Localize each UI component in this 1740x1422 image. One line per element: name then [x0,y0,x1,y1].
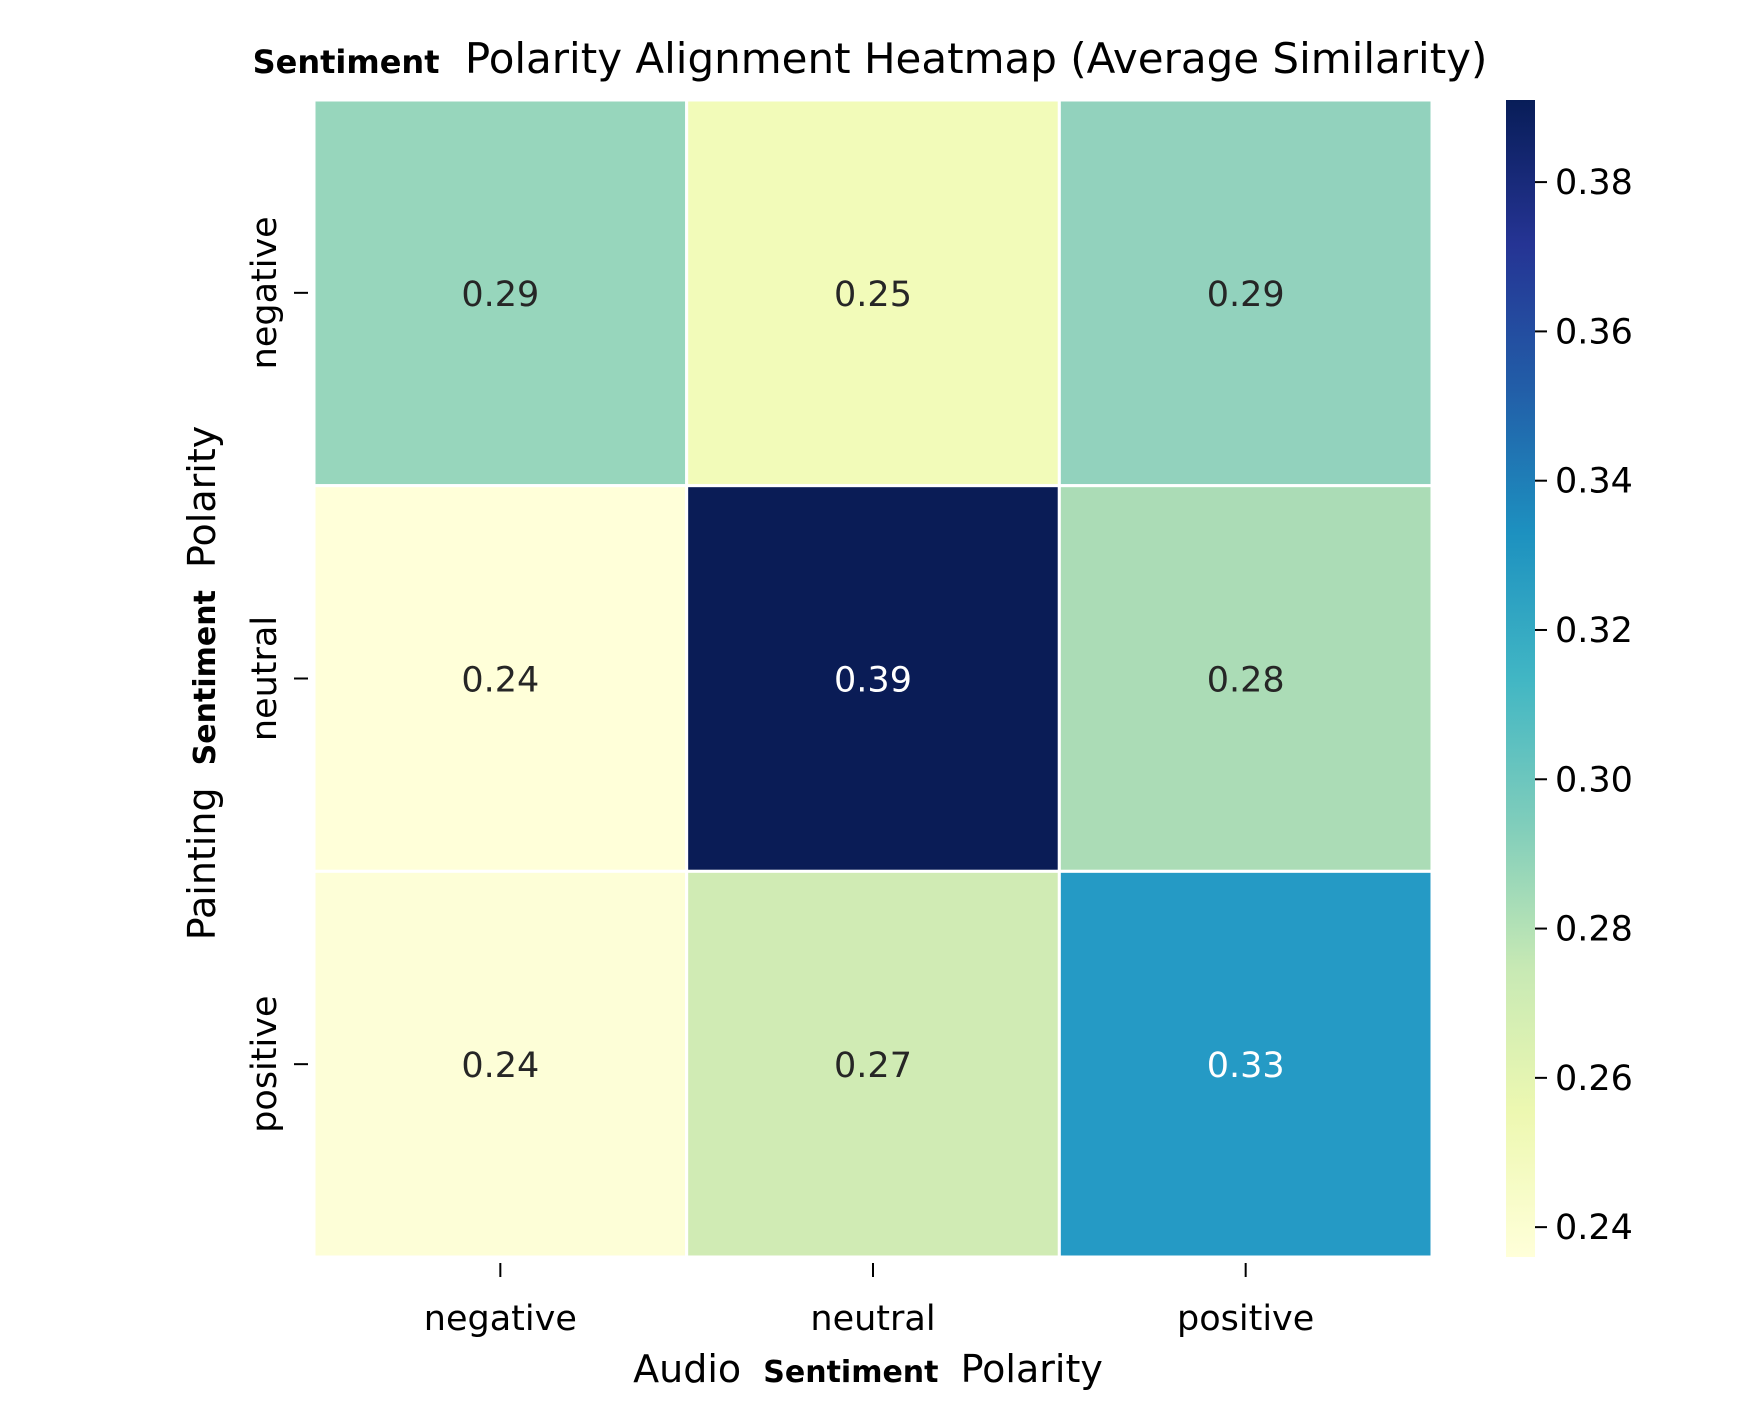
heatmap-cell [685,484,1061,873]
heatmap-cell [312,98,689,488]
x-axis-label-bold: Sentiment [763,1355,938,1390]
chart-title: Sentiment Polarity Alignment Heatmap (Av… [253,34,1488,83]
y-axis-label: Painting Sentiment Polarity [180,426,224,940]
heatmap-cell [312,869,689,1259]
heatmap-cell [685,869,1061,1259]
cell-annotations: 0.29 0.25 0.29 0.24 0.39 0.28 0.24 0.27 0.33 [461,275,1284,1086]
heatmap-cell [685,98,1061,488]
cell-value-label: 0.24 [461,661,539,701]
heatmap-cells [312,98,1434,1259]
x-axis-label-prefix: Audio [633,1347,741,1391]
y-tick-label: neutral [245,616,285,741]
y-axis-ticks: negative neutral positive [245,216,308,1133]
cell-value-label: 0.29 [461,275,539,315]
x-axis-label-suffix: Polarity [961,1347,1103,1391]
cell-value-label: 0.28 [1207,661,1285,701]
cell-value-label: 0.33 [1207,1046,1285,1086]
y-tick-label: negative [245,216,285,369]
colorbar-tick-label: 0.32 [1555,611,1633,651]
cell-value-label: 0.25 [834,275,912,315]
heatmap-cell [1057,484,1434,873]
cell-value-label: 0.24 [461,1046,539,1086]
x-tick-label: negative [424,1299,577,1339]
cell-value-label: 0.27 [834,1046,912,1086]
x-axis-label: Audio Sentiment Polarity [633,1347,1103,1391]
heatmap-cell [312,484,689,873]
colorbar-tick-label: 0.24 [1555,1208,1633,1248]
x-tick-label: positive [1177,1299,1314,1339]
colorbar-tick-label: 0.26 [1555,1059,1633,1099]
y-tick-label: positive [245,996,285,1133]
cell-value-label: 0.29 [1207,275,1285,315]
heatmap-cell [1057,98,1434,488]
colorbar-tick-label: 0.38 [1555,163,1633,203]
colorbar-tick-label: 0.34 [1555,462,1633,502]
chart-title-prefix: Sentiment [253,43,440,81]
heatmap-cell [1057,869,1434,1259]
colorbar-tick-label: 0.30 [1555,760,1633,800]
colorbar-tick-label: 0.36 [1555,312,1633,352]
colorbar-tick-label: 0.28 [1555,910,1633,950]
cell-value-label: 0.39 [834,661,912,701]
chart-title-rest: Polarity Alignment Heatmap (Average Simi… [465,34,1488,83]
x-axis-ticks: negative neutral positive [424,1263,1314,1339]
y-axis-label-suffix: Polarity [180,426,224,568]
y-axis-label-bold: Sentiment [188,590,223,765]
colorbar-ticks: 0.24 0.26 0.28 0.30 0.32 0.34 0.36 0.38 [1535,163,1633,1248]
y-axis-label-prefix: Painting [180,787,224,940]
x-tick-label: neutral [810,1299,935,1339]
colorbar [1506,100,1535,1257]
